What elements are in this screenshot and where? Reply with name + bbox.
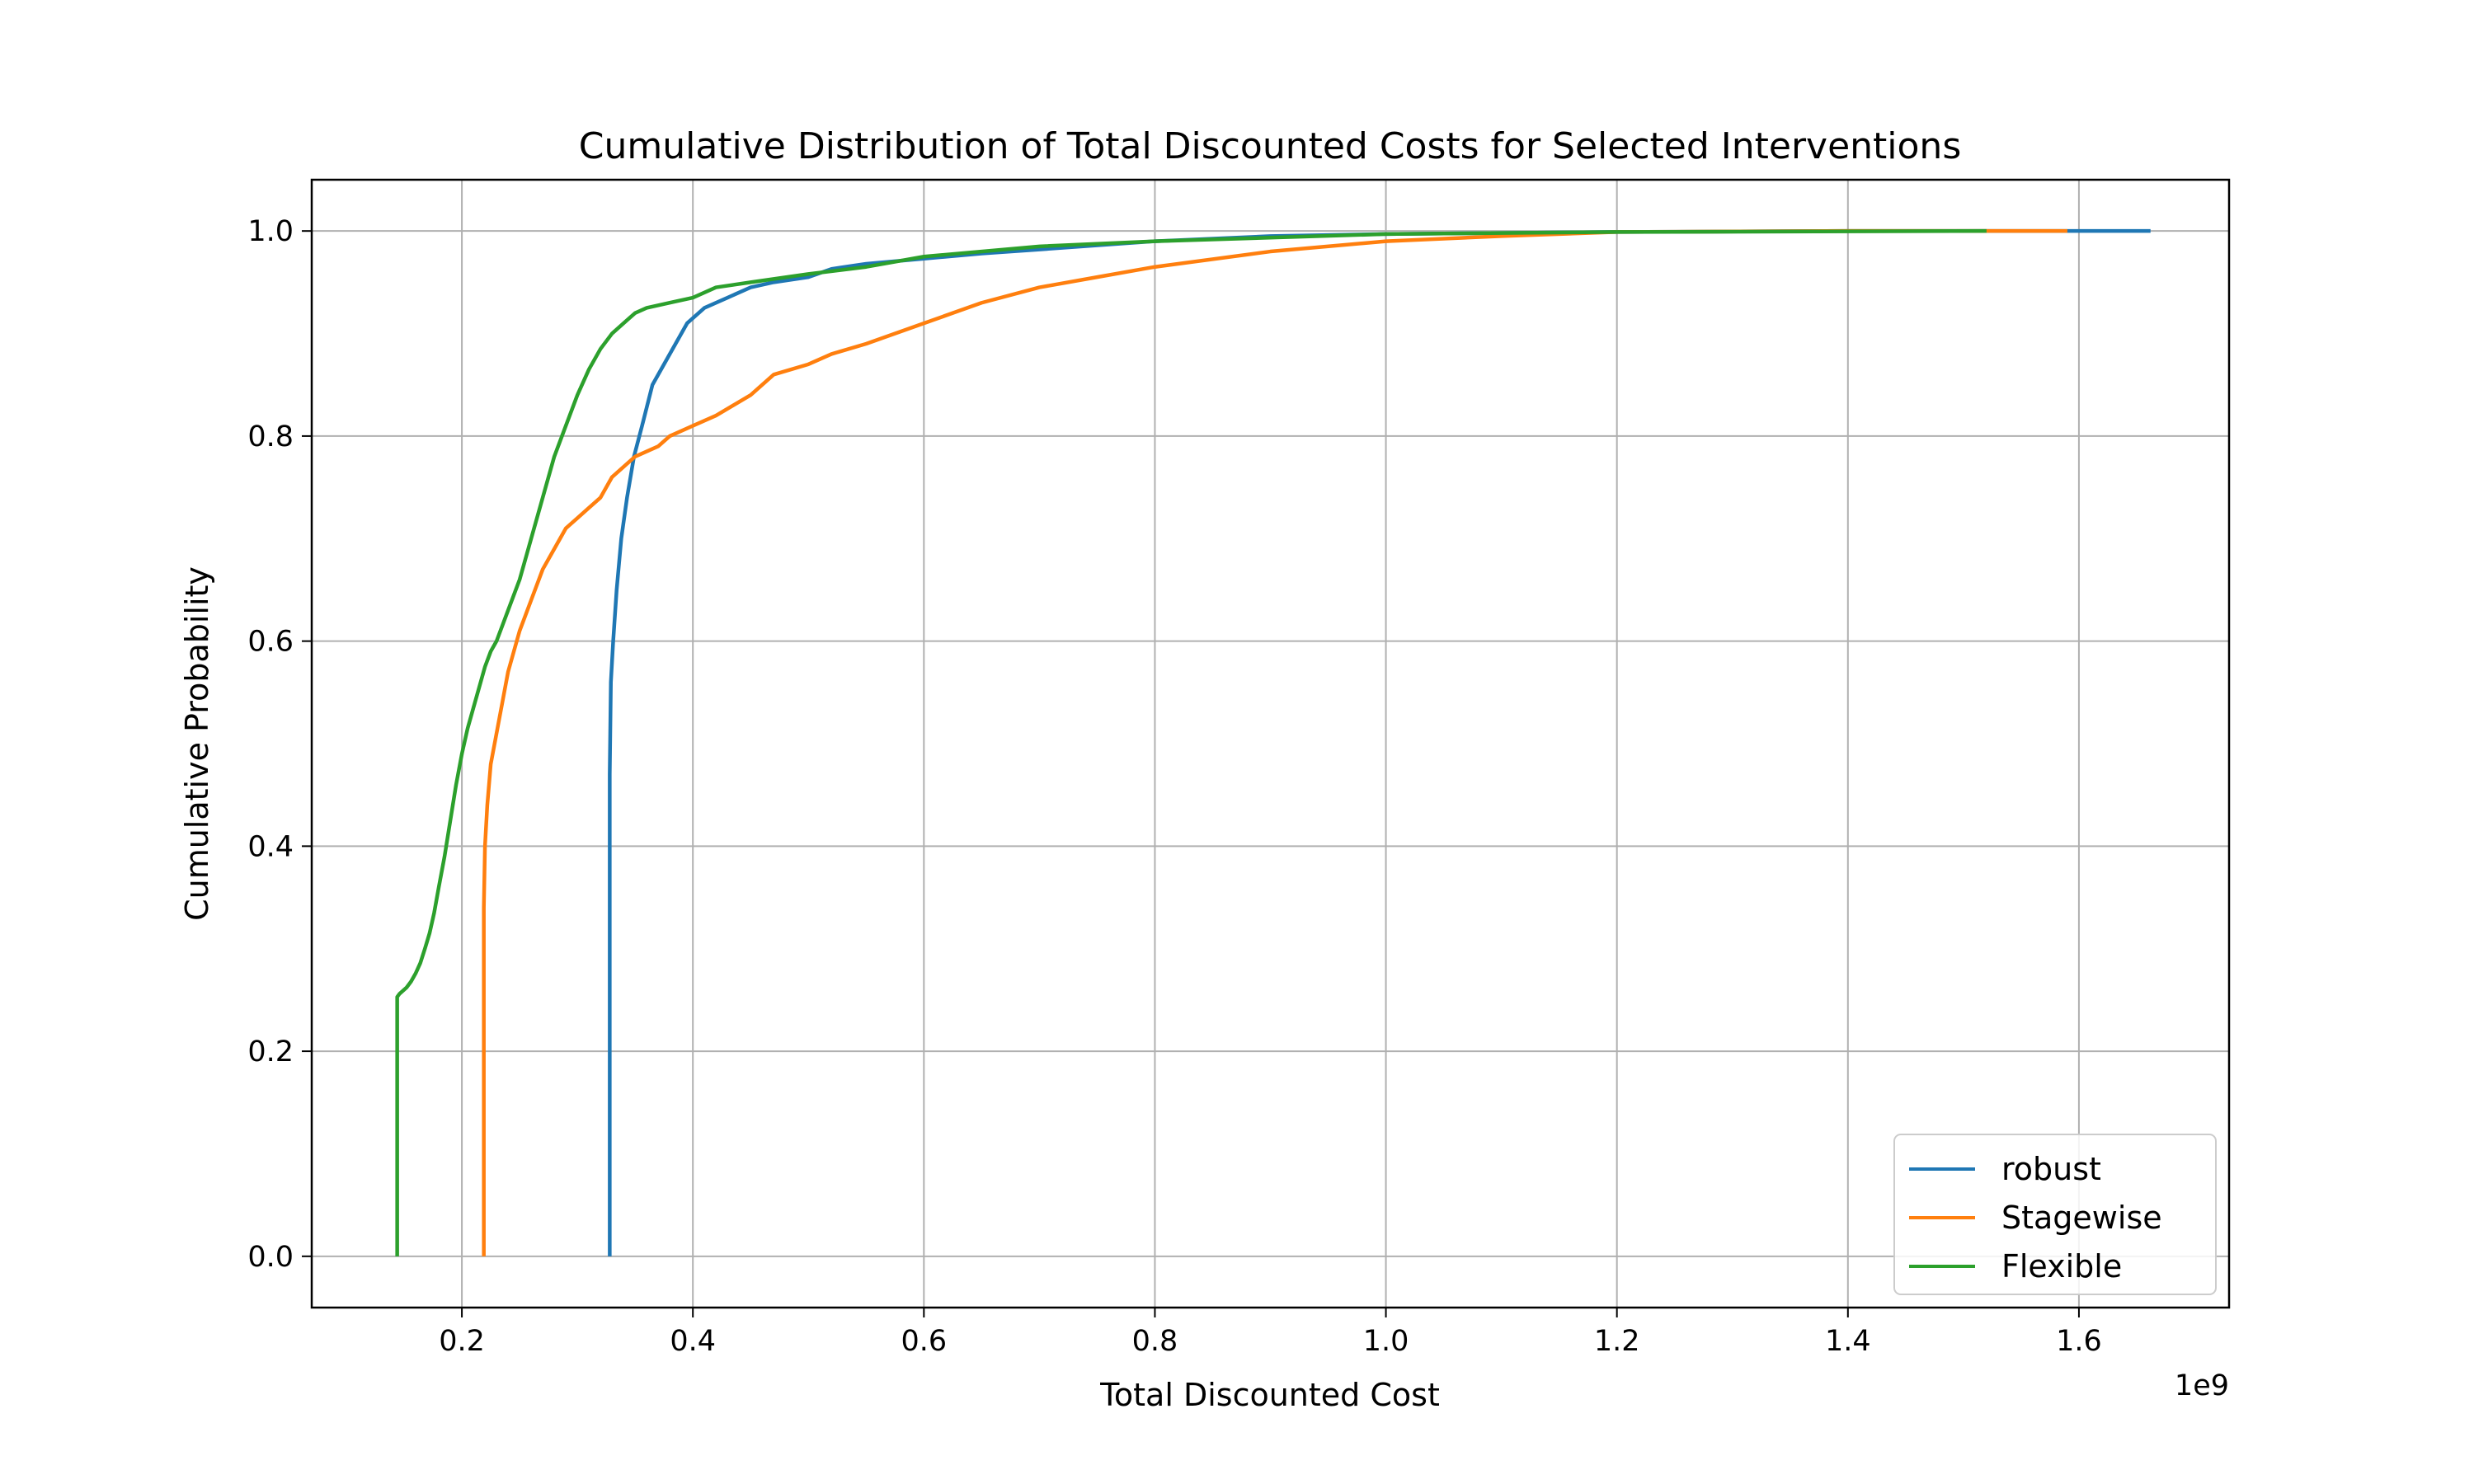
- legend-label-robust: robust: [2001, 1151, 2101, 1187]
- y-tick-label: 1.0: [247, 215, 294, 248]
- legend-label-stagewise: Stagewise: [2001, 1200, 2162, 1236]
- series-lines: [395, 228, 2151, 1256]
- grid: [312, 180, 2229, 1308]
- chart-title: Cumulative Distribution of Total Discoun…: [579, 125, 1962, 167]
- y-tick-label: 0.4: [247, 830, 294, 863]
- x-tick-label: 0.8: [1132, 1325, 1178, 1358]
- x-offset-label: 1e9: [2175, 1369, 2229, 1402]
- legend-box: [1893, 1134, 2217, 1295]
- y-tick-label: 0.8: [247, 420, 294, 453]
- series-line-stagewise: [482, 228, 2067, 1256]
- y-tick-label: 0.2: [247, 1036, 294, 1068]
- x-tick-label: 0.4: [670, 1325, 716, 1358]
- x-tick-label: 0.2: [439, 1325, 485, 1358]
- legend: robust Stagewise Flexible: [1893, 1134, 2217, 1295]
- ticks: 0.2 0.4 0.6 0.8 1.0 1.2 1.4 1.6 0.0 0.2 0.4 0.6 0.8 1…: [247, 215, 2101, 1358]
- x-tick-label: 1.6: [2056, 1325, 2102, 1358]
- x-tick-label: 1.0: [1363, 1325, 1409, 1358]
- x-tick-label: 1.4: [1825, 1325, 1871, 1358]
- x-axis-label: Total Discounted Cost: [1099, 1377, 1440, 1413]
- series-line-flexible: [395, 228, 1987, 1256]
- y-tick-label: 0.0: [247, 1241, 294, 1274]
- plot-frame: [310, 178, 2231, 1309]
- legend-label-flexible: Flexible: [2001, 1248, 2122, 1284]
- y-axis-label: Cumulative Probability: [179, 566, 215, 921]
- x-tick-label: 1.2: [1594, 1325, 1640, 1358]
- x-tick-label: 0.6: [901, 1325, 947, 1358]
- y-tick-label: 0.6: [247, 626, 294, 659]
